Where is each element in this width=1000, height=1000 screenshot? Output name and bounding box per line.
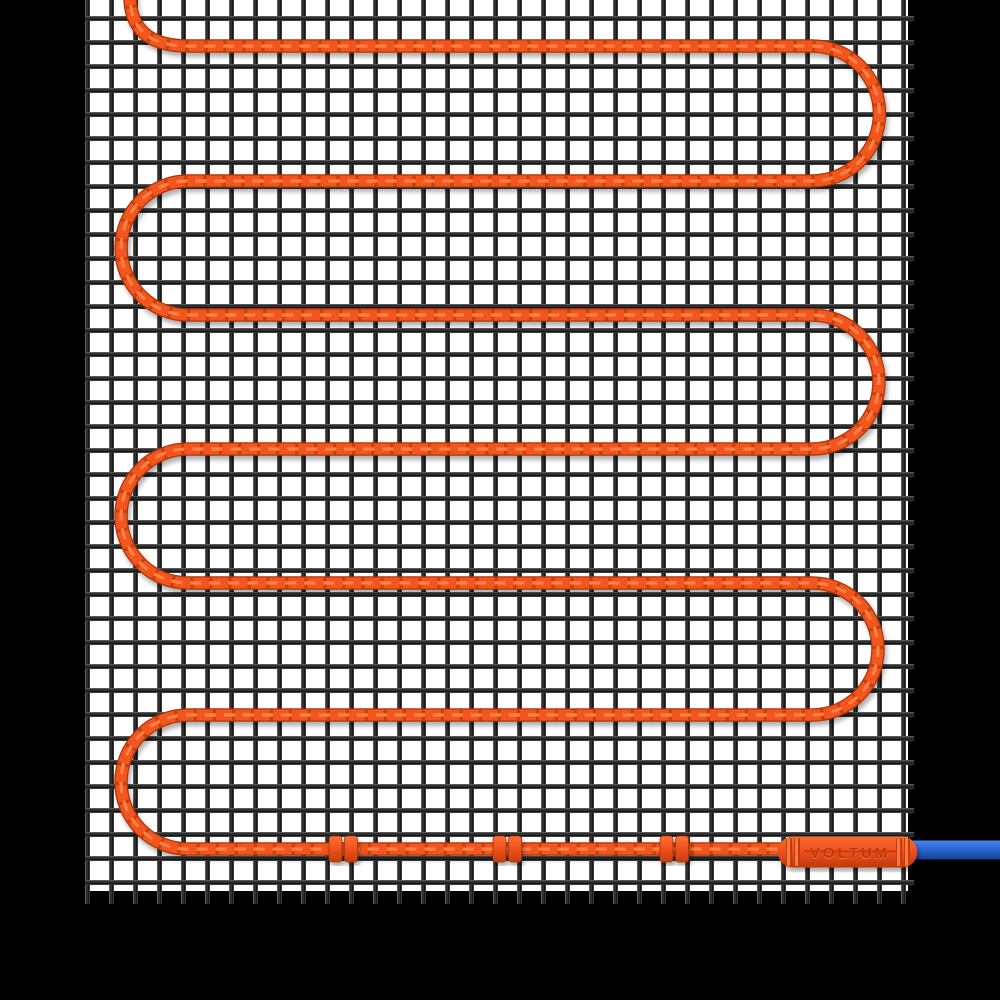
connector-emboss-line xyxy=(804,850,896,853)
heating-cable xyxy=(121,0,879,849)
splice-clip xyxy=(508,835,522,863)
splice-clip xyxy=(492,835,507,863)
splice-clips xyxy=(328,835,689,863)
heating-cable-outline xyxy=(121,0,879,849)
splice-clip xyxy=(659,835,674,863)
splice-clip xyxy=(675,835,689,863)
brand-embossing-highlight: VOLTUM xyxy=(810,846,890,863)
connector-rib-highlight xyxy=(897,838,900,866)
power-connector: VOLTUM VOLTUM xyxy=(778,836,917,868)
splice-clip xyxy=(328,835,343,863)
connector-rib-highlight xyxy=(787,838,790,866)
cold-lead-cable xyxy=(910,840,1000,860)
splice-clip xyxy=(344,835,358,863)
brand-embossing: VOLTUM xyxy=(810,845,890,862)
connector-rib-highlight xyxy=(905,838,908,866)
connector-rib-highlight xyxy=(795,838,798,866)
